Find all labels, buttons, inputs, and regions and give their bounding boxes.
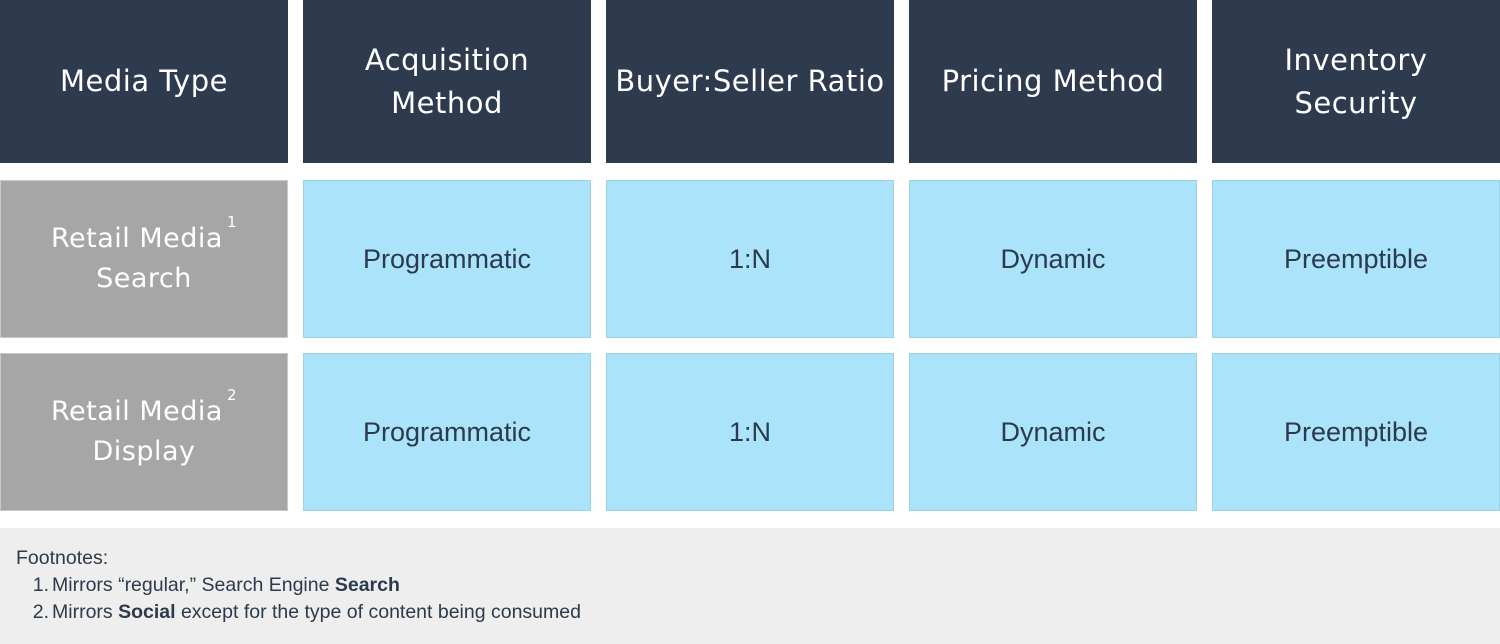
footnote-text-post: except for the type of content being con… [175,601,581,623]
header-buyer-seller-ratio: Buyer:Seller Ratio [606,0,894,163]
header-label: Media Type [60,64,228,98]
table-cell: Programmatic [303,180,591,338]
footnote-marker: 2 [226,386,237,404]
header-label: Pricing Method [941,64,1165,98]
header-label: Buyer:Seller Ratio [615,64,885,98]
cell-value: Preemptible [1283,416,1429,447]
cell-value: 1:N [728,416,772,447]
table-cell: Dynamic [909,180,1197,338]
cell-value: Programmatic [362,243,532,274]
header-inventory-security: Inventory Security [1212,0,1500,163]
cell-value: Preemptible [1283,243,1429,274]
table-cell: 1:N [606,353,894,511]
footnote-item: 1. Mirrors “regular,” Search Engine Searc… [16,572,1484,599]
table-cell: Programmatic [303,353,591,511]
cell-value: Dynamic [1000,416,1106,447]
footnotes-title: Footnotes: [16,547,109,569]
row-label-line1: Retail Media [50,396,223,427]
table-cell: Dynamic [909,353,1197,511]
row-label-line2: Search [96,263,192,294]
cell-value: 1:N [728,243,772,274]
table-cell: Preemptible [1212,353,1500,511]
row-label-line1: Retail Media [50,223,223,254]
cell-value: Dynamic [1000,243,1106,274]
footnote-bold-text: Social [118,601,176,623]
header-acquisition-method: Acquisition Method [303,0,591,163]
table-cell: Preemptible [1212,180,1500,338]
header-pricing-method: Pricing Method [909,0,1197,163]
cell-value: Programmatic [362,416,532,447]
row-label-retail-media-search: Retail Media1 Search [0,180,288,338]
row-label-line2: Display [92,436,196,467]
footnote-item: 2. Mirrors Social except for the type of … [16,599,1484,626]
table-cell: 1:N [606,180,894,338]
header-label-line2: Security [1294,85,1418,120]
header-label-line1: Acquisition [364,42,530,77]
footnote-marker: 1 [226,213,237,231]
row-label-retail-media-display: Retail Media2 Display [0,353,288,511]
footnote-bold-text: Search [334,574,400,596]
footnote-text: Mirrors [52,601,119,623]
footnote-text: Mirrors “regular,” Search Engine [52,574,335,596]
header-media-type: Media Type [0,0,288,163]
header-label-line2: Method [391,85,503,120]
footnotes-panel: Footnotes: 1. Mirrors “regular,” Search E… [0,528,1500,644]
header-label-line1: Inventory [1284,42,1428,77]
footnote-number: 2. [32,601,49,623]
footnote-number: 1. [32,574,49,596]
